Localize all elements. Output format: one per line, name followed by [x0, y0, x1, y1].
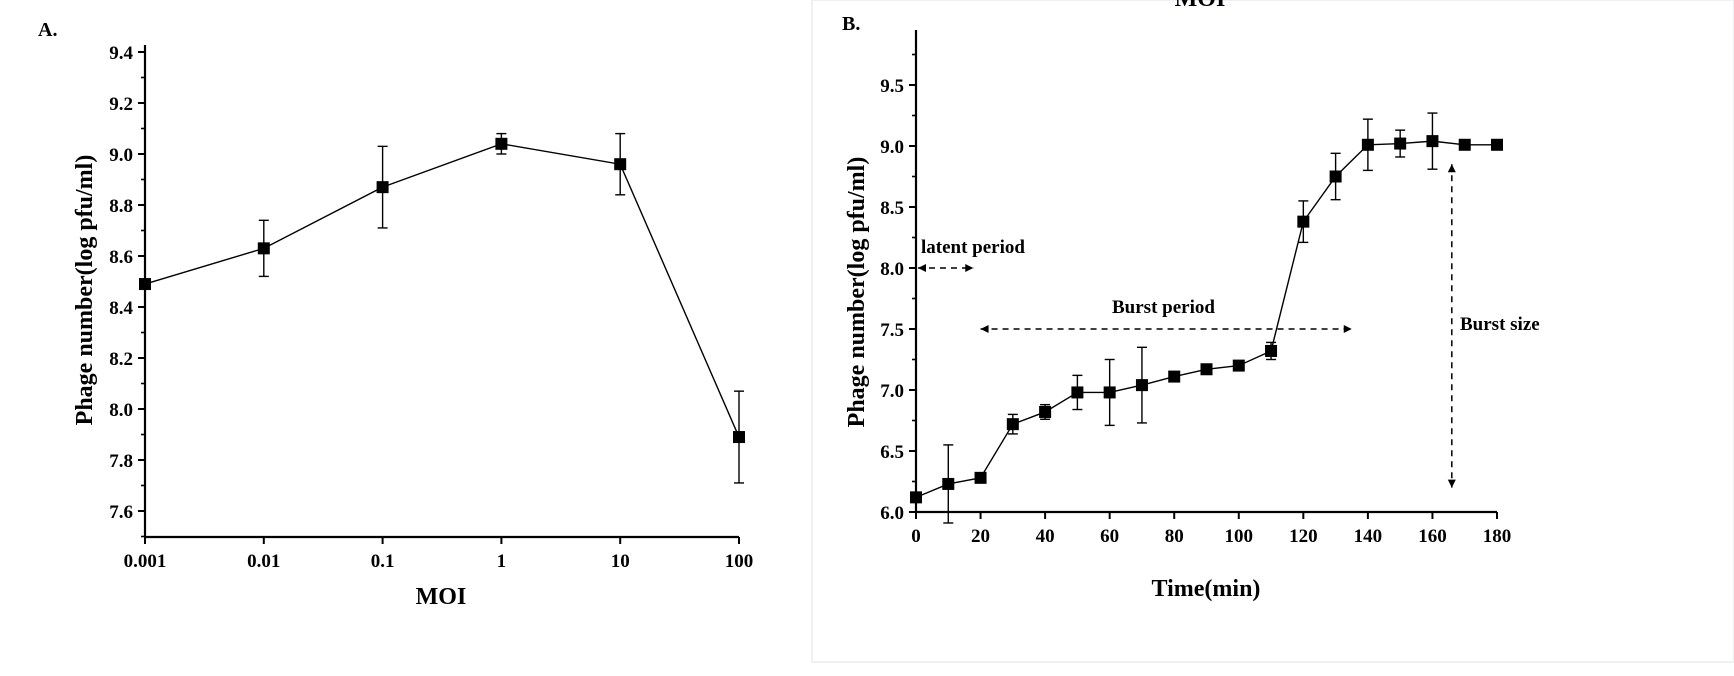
arrowhead-icon	[980, 325, 989, 333]
data-point	[1491, 138, 1503, 151]
panel-b-xlabel: Time(min)	[1152, 576, 1261, 602]
data-point	[1232, 359, 1245, 372]
data-point	[257, 242, 270, 255]
y-tick-label: 8.5	[880, 198, 904, 219]
x-tick-label: 0.001	[124, 551, 167, 572]
y-tick-label: 6.0	[880, 503, 904, 524]
data-point	[1394, 137, 1407, 150]
arrowhead-icon	[965, 264, 974, 272]
y-tick-label: 8.6	[109, 247, 133, 268]
y-tick-label: 8.2	[109, 349, 133, 370]
panel-a-ylabel: Phage number(log pfu/ml)	[72, 155, 98, 426]
y-tick-label: 8.0	[109, 400, 133, 421]
panel-b: B. MOI Time(min) Phage number(log pfu/ml…	[842, 0, 1540, 602]
y-tick-label: 8.8	[109, 196, 133, 217]
data-point	[1168, 370, 1181, 383]
data-point	[1297, 215, 1310, 228]
x-tick-label: 0	[911, 526, 921, 547]
data-point	[495, 137, 508, 150]
x-tick-label: 60	[1100, 526, 1119, 547]
x-tick-label: 80	[1165, 526, 1184, 547]
x-tick-label: 10	[611, 551, 630, 572]
data-point	[1361, 138, 1374, 151]
x-tick-label: 1	[497, 551, 507, 572]
x-tick-label: 140	[1354, 526, 1383, 547]
x-tick-label: 160	[1418, 526, 1447, 547]
x-tick-label: 20	[971, 526, 990, 547]
arrowhead-icon	[1343, 325, 1352, 333]
y-tick-label: 8.0	[880, 259, 904, 280]
series-line	[144, 143, 740, 438]
arrowhead-icon	[918, 264, 926, 272]
data-point	[1329, 170, 1342, 183]
data-point	[1265, 344, 1278, 357]
x-tick-label: 120	[1289, 526, 1318, 547]
x-tick-label: 0.1	[371, 551, 395, 572]
annotation-burst-size: Burst size	[1460, 314, 1540, 335]
y-tick-label: 9.0	[109, 145, 133, 166]
data-point	[974, 471, 987, 484]
data-point	[942, 477, 955, 490]
y-tick-label: 6.5	[880, 442, 904, 463]
y-tick-label: 7.8	[109, 451, 133, 472]
panel-a-label: A.	[38, 19, 57, 41]
y-tick-label: 7.6	[109, 502, 133, 523]
data-point	[1200, 363, 1213, 376]
y-tick-label: 9.5	[880, 76, 904, 97]
panel-b-frame	[811, 0, 1734, 663]
x-tick-label: 40	[1036, 526, 1055, 547]
panel-b-label: B.	[842, 13, 860, 35]
y-tick-label: 7.0	[880, 381, 904, 402]
panel-a: A. MOI Phage number(log pfu/ml) 7.6 7.8 8.…	[38, 19, 753, 610]
series-line	[915, 140, 1497, 499]
data-point	[1426, 135, 1439, 148]
annotation-latent-period: latent period	[921, 237, 1025, 258]
annotation-burst-period: Burst period	[1112, 297, 1215, 318]
data-point	[614, 158, 627, 171]
data-point	[1039, 405, 1052, 418]
panel-b-ylabel: Phage number(log pfu/ml)	[844, 157, 870, 428]
data-point	[1458, 138, 1471, 151]
arrowhead-icon	[1447, 164, 1456, 173]
arrowhead-icon	[1447, 479, 1456, 488]
data-point	[1006, 418, 1019, 431]
y-tick-label: 9.2	[109, 94, 133, 115]
x-tick-label: 0.01	[247, 551, 280, 572]
x-tick-label: 180	[1483, 526, 1512, 547]
data-point	[376, 181, 389, 194]
data-point	[139, 278, 151, 291]
x-tick-label: 100	[725, 551, 754, 572]
data-point	[910, 491, 922, 504]
y-tick-label: 7.5	[880, 320, 904, 341]
y-tick-label: 9.0	[880, 137, 904, 158]
x-tick-label: 100	[1225, 526, 1254, 547]
data-point	[1071, 386, 1084, 399]
y-tick-label: 8.4	[109, 298, 133, 319]
panel-b-top-cut-text: MOI	[1175, 0, 1226, 12]
y-tick-label: 9.4	[109, 43, 133, 64]
data-point	[733, 431, 745, 444]
data-point	[1103, 386, 1116, 399]
panel-a-xlabel: MOI	[416, 584, 467, 610]
data-point	[1135, 379, 1148, 392]
